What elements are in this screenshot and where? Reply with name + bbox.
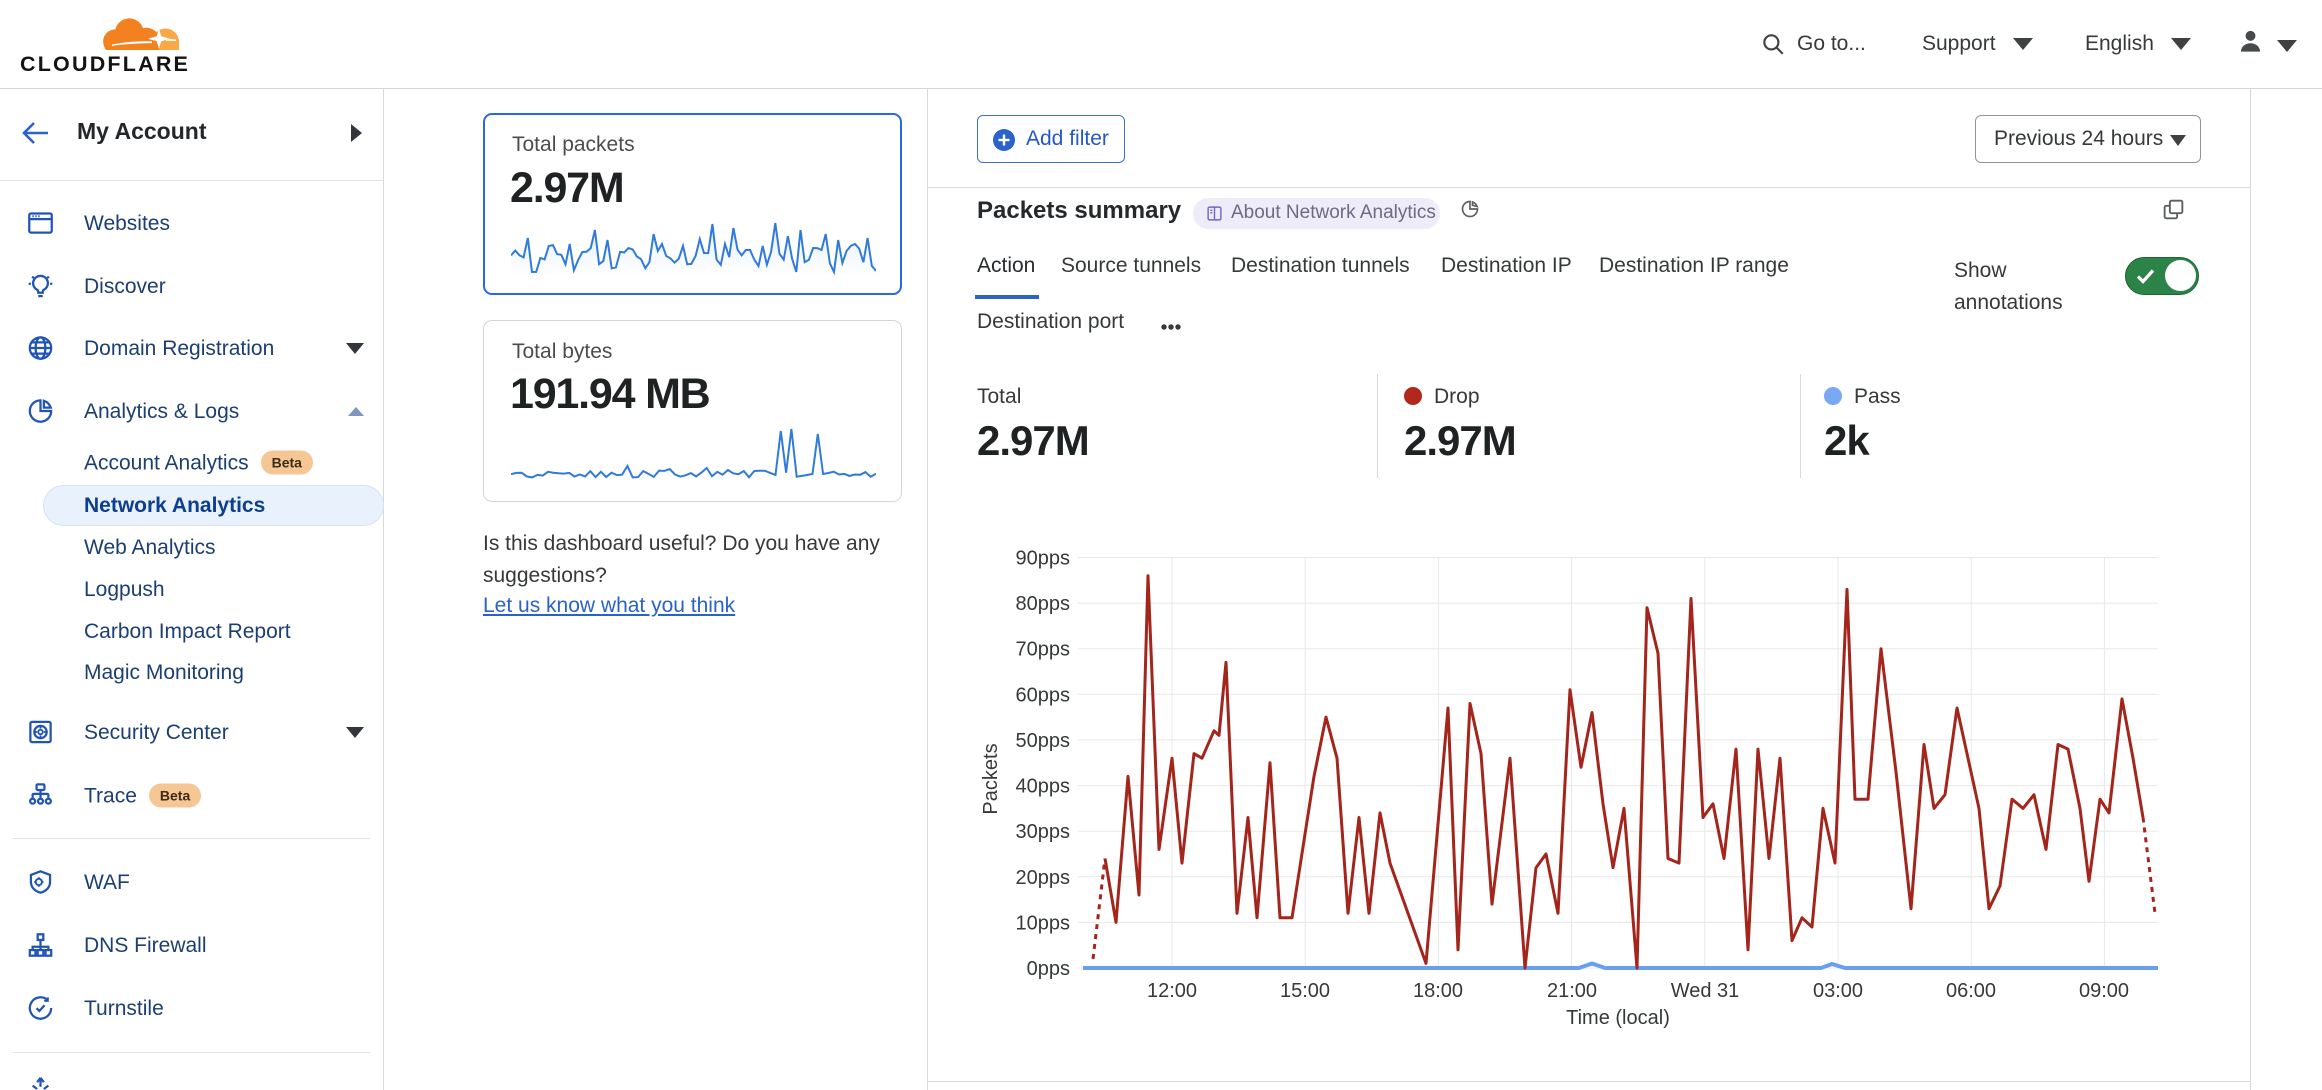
svg-text:70pps: 70pps [1016, 639, 1071, 661]
svg-text:15:00: 15:00 [1280, 980, 1330, 1002]
svg-text:40pps: 40pps [1016, 776, 1071, 798]
svg-text:60pps: 60pps [1016, 684, 1071, 706]
svg-text:20pps: 20pps [1016, 867, 1071, 889]
svg-text:80pps: 80pps [1016, 593, 1071, 615]
svg-text:03:00: 03:00 [1813, 980, 1863, 1002]
svg-text:30pps: 30pps [1016, 821, 1071, 843]
svg-text:10pps: 10pps [1016, 912, 1071, 934]
svg-text:0pps: 0pps [1027, 958, 1070, 980]
svg-text:06:00: 06:00 [1946, 980, 1996, 1002]
svg-text:Packets: Packets [980, 743, 1002, 814]
svg-text:12:00: 12:00 [1147, 980, 1197, 1002]
svg-text:Wed 31: Wed 31 [1671, 980, 1740, 1002]
svg-text:18:00: 18:00 [1413, 980, 1463, 1002]
svg-text:Time (local): Time (local) [1566, 1007, 1670, 1029]
svg-text:21:00: 21:00 [1547, 980, 1597, 1002]
svg-text:09:00: 09:00 [2079, 980, 2129, 1002]
svg-text:50pps: 50pps [1016, 730, 1071, 752]
svg-text:90pps: 90pps [1016, 548, 1071, 570]
